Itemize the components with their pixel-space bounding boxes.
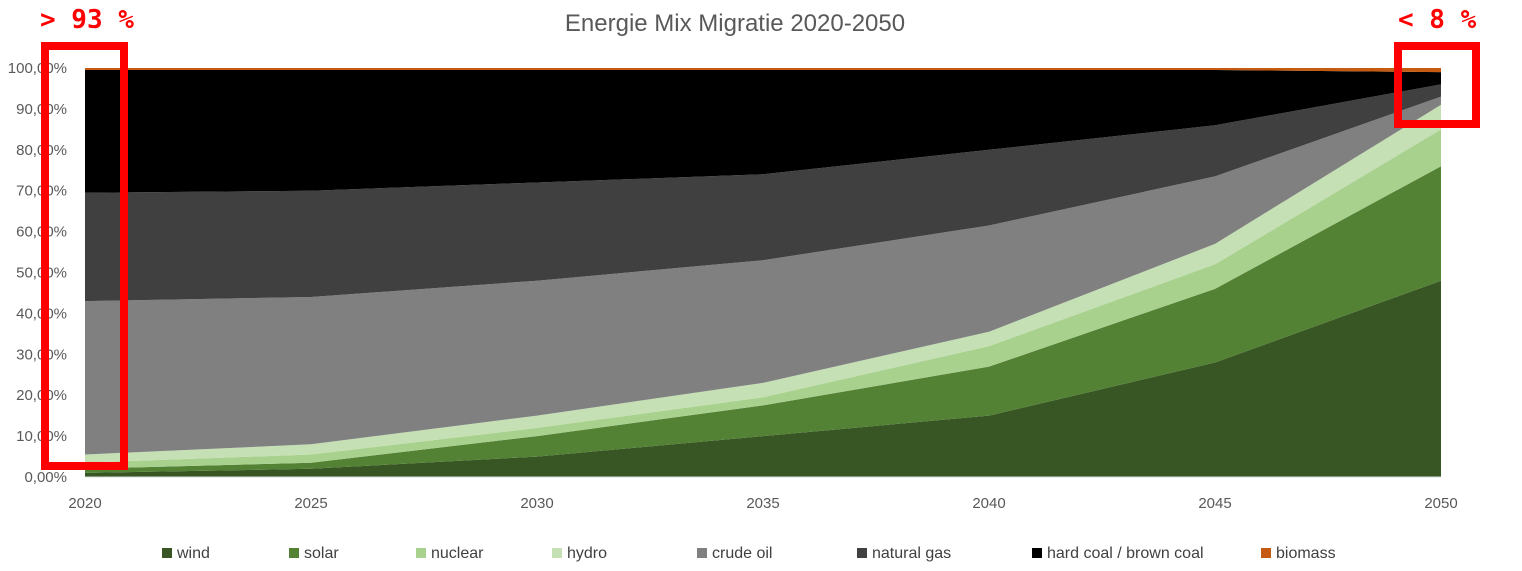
legend-label-hydro: hydro bbox=[567, 545, 607, 562]
x-tick-label: 2045 bbox=[1198, 495, 1231, 512]
legend-swatch-solar bbox=[289, 548, 299, 558]
legend: wind solar nuclear hydro crude oil natural ga… bbox=[162, 545, 1336, 562]
x-tick-label: 2035 bbox=[746, 495, 779, 512]
x-tick-label: 2030 bbox=[520, 495, 553, 512]
area-wind bbox=[85, 280, 1441, 477]
area-hard-coal-brown-coal bbox=[85, 70, 1441, 193]
area-solar bbox=[85, 166, 1441, 473]
x-tick-label: 2020 bbox=[68, 495, 101, 512]
x-tick-label: 2025 bbox=[294, 495, 327, 512]
area-biomass bbox=[85, 68, 1441, 73]
legend-swatch-natural-gas bbox=[857, 548, 867, 558]
highlight-box-2020 bbox=[41, 42, 128, 470]
legend-swatch-biomass bbox=[1261, 548, 1271, 558]
annotations-group: > 93 % < 8 % bbox=[40, 5, 1480, 470]
y-tick-label: 0,00% bbox=[24, 469, 67, 486]
highlight-box-2050 bbox=[1394, 42, 1480, 128]
area-nuclear bbox=[85, 129, 1441, 469]
legend-label-nuclear: nuclear bbox=[431, 545, 484, 562]
legend-swatch-nuclear bbox=[416, 548, 426, 558]
area-hydro bbox=[85, 104, 1441, 463]
area-natural-gas bbox=[85, 84, 1441, 302]
legend-label-hard-coal-brown-coal: hard coal / brown coal bbox=[1047, 545, 1204, 562]
legend-swatch-wind bbox=[162, 548, 172, 558]
area-series-group bbox=[85, 68, 1441, 477]
legend-swatch-hydro bbox=[552, 548, 562, 558]
y-tick-label: 100,00% bbox=[8, 60, 67, 77]
x-tick-label: 2050 bbox=[1424, 495, 1457, 512]
legend-label-wind: wind bbox=[176, 545, 210, 562]
x-tick-label: 2040 bbox=[972, 495, 1005, 512]
legend-label-natural-gas: natural gas bbox=[872, 545, 951, 562]
annotation-2050: < 8 % bbox=[1398, 5, 1477, 35]
legend-label-crude-oil: crude oil bbox=[712, 545, 772, 562]
legend-swatch-hard-coal-brown-coal bbox=[1032, 548, 1042, 558]
chart-title: Energie Mix Migratie 2020-2050 bbox=[565, 10, 905, 37]
legend-label-biomass: biomass bbox=[1276, 545, 1336, 562]
legend-swatch-crude-oil bbox=[697, 548, 707, 558]
legend-label-solar: solar bbox=[304, 545, 339, 562]
annotation-2020: > 93 % bbox=[40, 5, 134, 35]
area-crude-oil bbox=[85, 96, 1441, 455]
